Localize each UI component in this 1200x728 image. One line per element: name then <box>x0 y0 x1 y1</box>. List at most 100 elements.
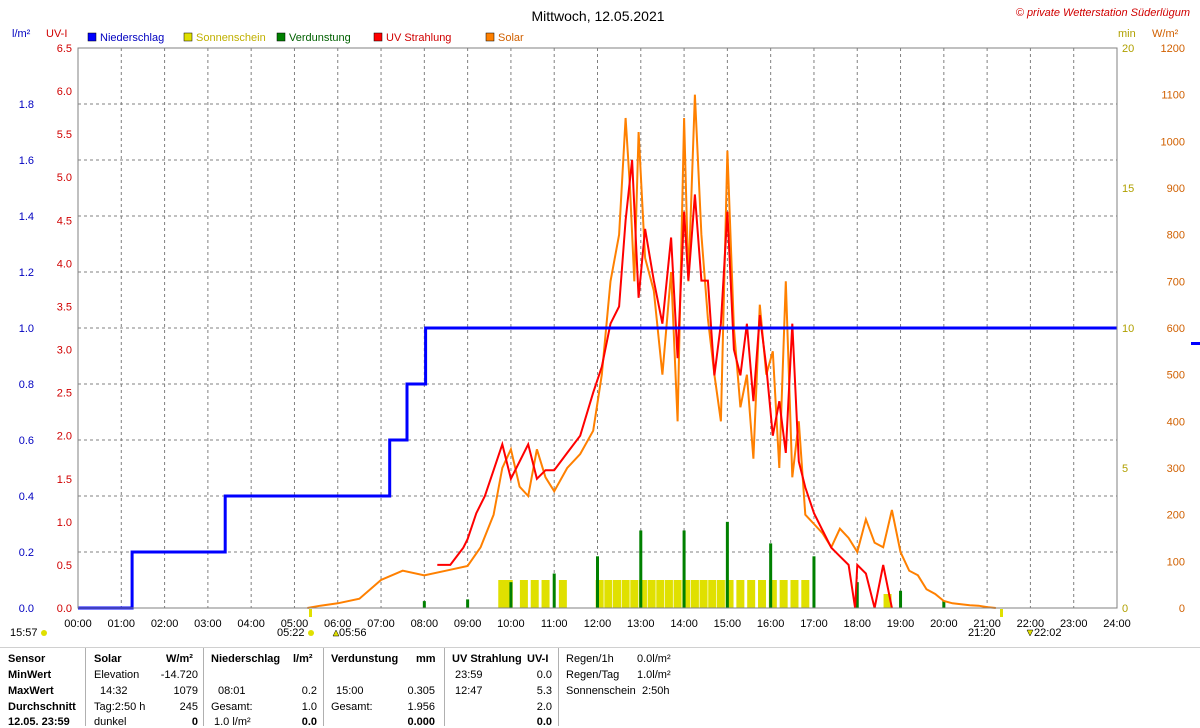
bar-verdunstung <box>596 556 599 608</box>
bar-sonnenschein <box>708 580 717 608</box>
sonnenschein-label: Sonnenschein <box>566 685 636 697</box>
solar-unit: W/m² <box>166 653 193 665</box>
legend-label: Niederschlag <box>100 32 164 44</box>
minutes-tick-label: 5 <box>1122 463 1128 475</box>
rain-tick-label: 0.8 <box>19 379 34 391</box>
legend-swatch <box>183 32 193 42</box>
uv-axis-ticks: 0.0 0.5 1.0 1.5 2.0 2.5 3.0 3.5 4.0 4.5 5.0 5.5 6.0 6… <box>57 43 72 615</box>
legend-swatch <box>485 32 495 42</box>
maxwert-label: MaxWert <box>8 685 54 697</box>
rain-total-label: Gesamt: <box>211 701 253 713</box>
time-tick-label: 02:00 <box>151 618 179 630</box>
series-line-solar <box>307 94 996 609</box>
bar-sonnenschein <box>758 580 767 608</box>
evap-unit: mm <box>416 653 436 665</box>
bar-sonnenschein <box>638 580 647 608</box>
uv-tick-label: 3.5 <box>57 301 72 313</box>
time-tick-label: 09:00 <box>454 618 482 630</box>
solar-tick-label: 900 <box>1167 183 1185 195</box>
rain-tick-label: 0.0 <box>19 603 34 615</box>
uv-tick-label: 5.0 <box>57 172 72 184</box>
minutes-tick-label: 20 <box>1122 43 1134 55</box>
solar-avg-value: 245 <box>179 701 198 713</box>
uv-tick-label: 5.5 <box>57 129 72 141</box>
bar-sonnenschein <box>647 580 656 608</box>
evaporation-bars <box>422 521 946 608</box>
bar-sonnenschein <box>736 580 745 608</box>
time-axis-ticks: 00:00 01:00 02:00 03:00 04:00 05:00 06:00 07:00… <box>64 618 1131 630</box>
bar-verdunstung <box>769 543 773 608</box>
regen-1h-label: Regen/1h <box>566 653 614 665</box>
legend-label: Solar <box>498 32 524 44</box>
sunset-label-2: 22:02 <box>1034 627 1062 639</box>
time-tick-label: 03:00 <box>194 618 222 630</box>
solar-tick-label: 0 <box>1179 603 1185 615</box>
sunrise-tick-icon <box>309 609 312 617</box>
legend-label: Verdunstung <box>289 32 351 44</box>
evap-max-time: 15:00 <box>336 685 364 697</box>
rain-header: Niederschlag <box>211 653 281 665</box>
bar-sonnenschein <box>595 580 604 608</box>
rain-current-value: 0.0 <box>301 716 317 728</box>
bar-sonnenschein <box>656 580 665 608</box>
solar-tick-label: 700 <box>1167 276 1185 288</box>
uv-min-value: 0.0 <box>536 669 552 681</box>
bar-verdunstung <box>812 556 816 608</box>
uv-axis-unit: UV-I <box>46 28 67 40</box>
uv-tick-label: 0.0 <box>57 603 72 615</box>
bar-sonnenschein <box>682 580 691 608</box>
bar-sonnenschein <box>558 580 567 608</box>
rain-max-time: 08:01 <box>218 685 246 697</box>
evap-header: Verdunstung <box>331 653 399 665</box>
weather-chart: 0.0 0.2 0.4 0.6 0.8 1.0 1.2 1.4 1.6 1.8 0.0 0.5 1.0… <box>10 7 1200 639</box>
uv-tick-label: 1.0 <box>57 517 72 529</box>
sunrise-label-2: 05:56 <box>339 627 367 639</box>
durchschnitt-label: Durchschnitt <box>8 701 76 713</box>
sunrise-arrow-icon <box>332 629 340 637</box>
uv-max-value: 5.3 <box>536 685 552 697</box>
solar-min-value: -14.720 <box>160 669 198 681</box>
bar-verdunstung <box>942 601 946 608</box>
bar-sonnenschein <box>699 580 708 608</box>
regen-tag-value: 1.0l/m² <box>637 669 671 681</box>
uv-tick-label: 2.0 <box>57 431 72 443</box>
time-tick-label: 24:00 <box>1103 618 1131 630</box>
uv-max-time: 12:47 <box>455 685 483 697</box>
solar-tick-label: 200 <box>1167 510 1185 522</box>
solar-header: Solar <box>94 653 122 665</box>
time-tick-label: 13:00 <box>627 618 655 630</box>
rain-tick-label: 0.4 <box>19 491 34 503</box>
evap-max-value: 0.305 <box>407 685 435 697</box>
minwert-label: MinWert <box>8 669 52 681</box>
time-tick-label: 12:00 <box>584 618 612 630</box>
evap-total-label: Gesamt: <box>331 701 373 713</box>
uv-tick-label: 4.5 <box>57 215 72 227</box>
bar-sonnenschein <box>790 580 799 608</box>
solar-tick-label: 300 <box>1167 463 1185 475</box>
rain-current-marker <box>1191 342 1200 345</box>
time-tick-label: 15:00 <box>714 618 742 630</box>
plot-frame <box>77 47 1118 609</box>
uv-tick-label: 6.0 <box>57 86 72 98</box>
bar-sonnenschein <box>801 580 810 608</box>
solar-current-value: 0 <box>191 716 198 728</box>
solar-tick-label: 600 <box>1167 323 1185 335</box>
sun-icon <box>308 630 314 636</box>
bar-sonnenschein <box>541 580 550 608</box>
minutes-tick-label: 15 <box>1122 183 1134 195</box>
sunset-arrow-icon <box>1026 629 1034 637</box>
uv-current-value: 0.0 <box>536 716 552 728</box>
uv-tick-label: 2.5 <box>57 388 72 400</box>
bar-sonnenschein <box>498 580 507 608</box>
sunrise-label-1: 05:22 <box>277 627 305 639</box>
regen-tag-label: Regen/Tag <box>566 669 620 681</box>
bar-sonnenschein <box>779 580 788 608</box>
bar-verdunstung <box>899 590 903 608</box>
series-line-niederschlag <box>78 326 1117 610</box>
bar-sonnenschein <box>747 580 756 608</box>
rain-tick-label: 1.8 <box>19 99 34 111</box>
bar-verdunstung <box>639 530 643 608</box>
legend: Niederschlag Sonnenschein Verdunstung UV St… <box>87 32 524 44</box>
solar-min-time: Elevation <box>94 669 140 681</box>
solar-tick-label: 400 <box>1167 416 1185 428</box>
